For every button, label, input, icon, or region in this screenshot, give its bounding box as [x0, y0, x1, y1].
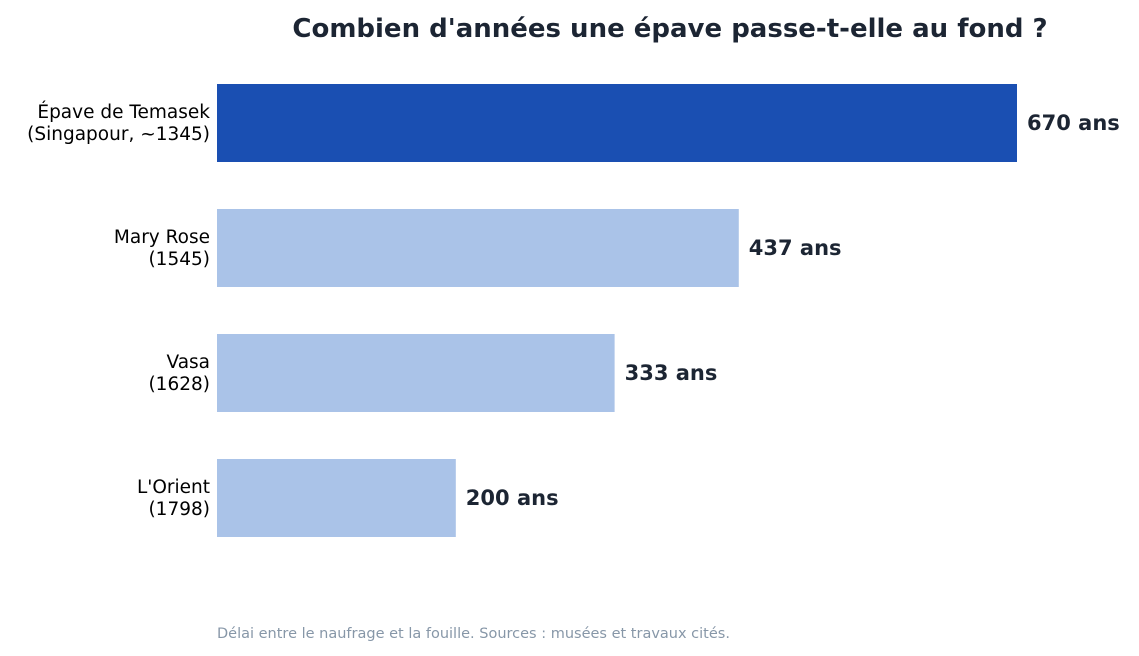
- value-label-0: 670 ans: [1027, 111, 1120, 135]
- category-label-3-line-0: L'Orient: [137, 477, 210, 498]
- bar-3: [217, 459, 456, 537]
- category-label-1-line-0: Mary Rose: [114, 227, 210, 248]
- bar-2: [217, 334, 615, 412]
- category-label-0-line-0: Épave de Temasek: [37, 101, 210, 123]
- category-label-1-line-1: (1545): [148, 249, 210, 270]
- category-label-3-line-1: (1798): [148, 499, 210, 520]
- value-label-1: 437 ans: [749, 236, 842, 260]
- category-label-2-line-0: Vasa: [166, 352, 210, 373]
- chart-title: Combien d'années une épave passe-t-elle …: [292, 14, 1047, 44]
- bars-group: 670 ans Épave de Temasek(Singapour, ~1345…: [27, 84, 1120, 537]
- bar-0: [217, 84, 1017, 162]
- bar-1: [217, 209, 739, 287]
- value-label-2: 333 ans: [625, 361, 718, 385]
- value-label-3: 200 ans: [466, 486, 559, 510]
- category-label-2-line-1: (1628): [148, 374, 210, 395]
- category-label-0-line-1: (Singapour, ~1345): [27, 124, 210, 145]
- chart-footnote: Délai entre le naufrage et la fouille. S…: [217, 626, 730, 642]
